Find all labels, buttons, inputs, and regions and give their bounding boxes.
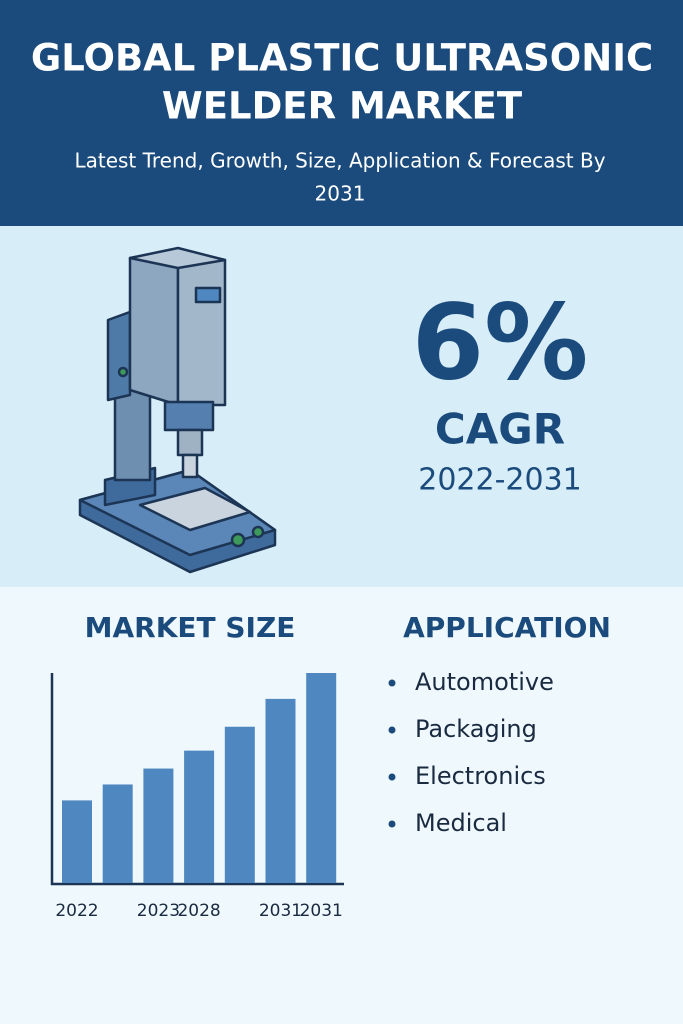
x-tick-label: 2031: [300, 901, 343, 921]
cagr-label: CAGR: [435, 405, 565, 454]
bar: [224, 726, 255, 883]
subtitle-line: Latest Trend, Growth, Size, Application …: [74, 149, 605, 173]
application-title: APPLICATION: [403, 611, 611, 644]
title-line: GLOBAL PLASTIC ULTRASONIC: [31, 37, 653, 80]
application-item: Electronics: [415, 762, 546, 790]
x-tick-label: 2023: [137, 901, 180, 921]
bar: [143, 768, 174, 883]
chart-title: MARKET SIZE: [85, 611, 296, 644]
bar: [102, 784, 133, 883]
bullet: [388, 679, 396, 687]
title-line: WELDER MARKET: [162, 85, 523, 128]
application-item: Automotive: [415, 668, 554, 696]
x-tick-label: 2028: [177, 901, 220, 921]
cagr-band: [0, 226, 683, 587]
bar: [62, 800, 92, 883]
x-tick-label: 2022: [55, 901, 98, 921]
header-band: [0, 0, 683, 226]
bar: [184, 750, 215, 883]
bullet: [388, 820, 396, 828]
bar: [306, 673, 337, 883]
cagr-value: 6%: [412, 281, 589, 403]
bottom-band: [0, 587, 683, 1024]
bar: [265, 698, 296, 883]
x-tick-label: 2031: [259, 901, 302, 921]
application-item: Packaging: [415, 715, 537, 743]
welder-illustration: [78, 246, 277, 574]
bullet: [388, 773, 396, 781]
subtitle-line: 2031: [315, 182, 366, 206]
bullet: [388, 726, 396, 734]
cagr-period: 2022-2031: [418, 463, 582, 498]
application-item: Medical: [415, 809, 507, 837]
